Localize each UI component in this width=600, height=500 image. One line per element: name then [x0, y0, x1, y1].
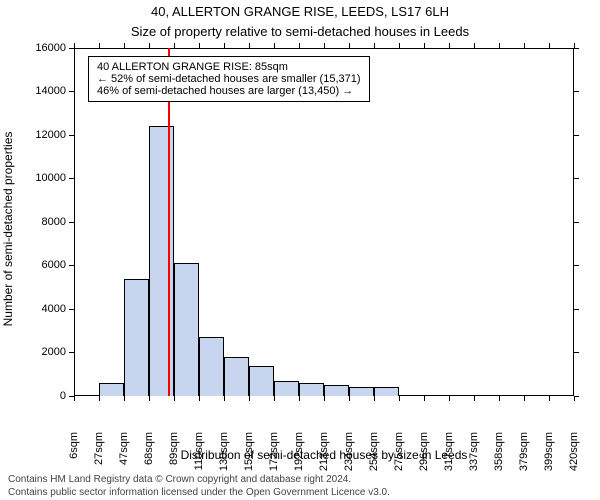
y-tick-label: 0	[22, 390, 66, 402]
y-tick-label: 6000	[22, 259, 66, 271]
y-tick	[574, 396, 579, 397]
y-tick	[69, 352, 74, 353]
x-tick	[199, 396, 200, 401]
x-tick	[499, 43, 500, 48]
x-tick	[224, 43, 225, 48]
y-tick-label: 2000	[22, 346, 66, 358]
x-tick	[524, 43, 525, 48]
histogram-bar	[174, 263, 199, 396]
x-tick	[124, 396, 125, 401]
y-axis-label: Number of semi-detached properties	[1, 55, 15, 403]
x-tick	[324, 43, 325, 48]
x-tick	[399, 396, 400, 401]
histogram-bar	[349, 387, 374, 396]
x-tick	[549, 396, 550, 401]
x-tick	[74, 396, 75, 401]
y-tick-label: 4000	[22, 303, 66, 315]
axis-line	[74, 48, 75, 396]
chart-subtitle: Size of property relative to semi-detach…	[0, 24, 600, 39]
y-tick	[574, 265, 579, 266]
x-tick	[124, 43, 125, 48]
x-axis-label: Distribution of semi-detached houses by …	[74, 448, 574, 462]
y-tick	[69, 91, 74, 92]
y-tick-label: 10000	[22, 172, 66, 184]
y-tick-label: 8000	[22, 216, 66, 228]
x-tick	[249, 43, 250, 48]
x-tick	[399, 43, 400, 48]
y-tick	[69, 222, 74, 223]
footer-line-2: Contains public sector information licen…	[8, 487, 390, 498]
y-tick	[69, 135, 74, 136]
x-tick	[99, 43, 100, 48]
x-tick	[474, 396, 475, 401]
x-tick	[424, 396, 425, 401]
chart-title: 40, ALLERTON GRANGE RISE, LEEDS, LS17 6L…	[0, 4, 600, 19]
histogram-bar	[324, 385, 349, 396]
x-tick	[474, 43, 475, 48]
y-tick	[69, 309, 74, 310]
x-tick	[224, 396, 225, 401]
x-tick	[199, 43, 200, 48]
y-tick	[574, 135, 579, 136]
x-tick	[374, 43, 375, 48]
y-tick	[574, 91, 579, 92]
y-tick	[574, 48, 579, 49]
x-tick	[524, 396, 525, 401]
x-tick	[174, 43, 175, 48]
y-tick-label: 16000	[22, 42, 66, 54]
y-tick	[574, 178, 579, 179]
x-tick	[324, 396, 325, 401]
x-tick	[349, 396, 350, 401]
x-tick	[574, 396, 575, 401]
chart-root: 40, ALLERTON GRANGE RISE, LEEDS, LS17 6L…	[0, 0, 600, 500]
histogram-bar	[199, 337, 224, 396]
x-tick	[374, 396, 375, 401]
x-tick	[274, 396, 275, 401]
histogram-bar	[374, 387, 399, 396]
x-tick	[149, 396, 150, 401]
y-tick	[574, 309, 579, 310]
x-tick	[274, 43, 275, 48]
x-tick	[249, 396, 250, 401]
y-tick	[574, 222, 579, 223]
y-tick-label: 12000	[22, 129, 66, 141]
histogram-bar	[224, 357, 249, 396]
histogram-bar	[249, 366, 274, 396]
x-tick	[574, 43, 575, 48]
x-tick	[424, 43, 425, 48]
legend-line: 46% of semi-detached houses are larger (…	[97, 85, 361, 97]
x-tick	[349, 43, 350, 48]
x-tick	[449, 396, 450, 401]
axis-line	[74, 48, 574, 49]
x-tick	[449, 43, 450, 48]
x-tick	[299, 396, 300, 401]
y-tick-label: 14000	[22, 85, 66, 97]
legend-line: 40 ALLERTON GRANGE RISE: 85sqm	[97, 61, 361, 73]
x-tick	[174, 396, 175, 401]
y-tick	[69, 265, 74, 266]
x-tick	[149, 43, 150, 48]
histogram-bar	[99, 383, 124, 396]
x-tick	[99, 396, 100, 401]
y-tick	[574, 352, 579, 353]
x-tick	[499, 396, 500, 401]
x-tick	[299, 43, 300, 48]
histogram-bar	[274, 381, 299, 396]
y-tick	[69, 178, 74, 179]
histogram-bar	[124, 279, 149, 396]
x-tick	[549, 43, 550, 48]
x-tick	[74, 43, 75, 48]
legend-line: ← 52% of semi-detached houses are smalle…	[97, 73, 361, 85]
histogram-bar	[299, 383, 324, 396]
legend-box: 40 ALLERTON GRANGE RISE: 85sqm← 52% of s…	[88, 56, 370, 102]
footer-line-1: Contains HM Land Registry data © Crown c…	[8, 474, 351, 485]
